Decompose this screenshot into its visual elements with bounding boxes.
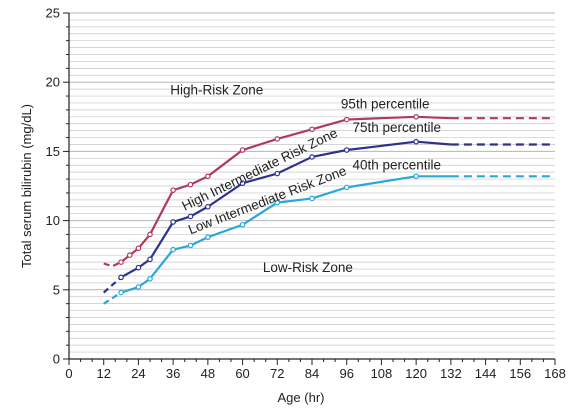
- data-point-p40: [309, 195, 315, 202]
- data-point-p40: [187, 242, 194, 249]
- x-tick-label: 132: [440, 366, 462, 381]
- data-point-p95: [309, 126, 315, 133]
- x-tick-label: 144: [475, 366, 497, 381]
- data-point-p40: [170, 246, 176, 253]
- tick-labels: 0 5 10 15 20 25 0 12 24 36 48 60 72 84 96 108 120 132 144 1…: [46, 6, 566, 382]
- x-tick-label: 96: [339, 366, 353, 381]
- data-point-p75: [239, 180, 246, 187]
- data-point-p95: [126, 252, 133, 259]
- data-point-p40: [274, 199, 281, 206]
- x-tick-label: 0: [65, 366, 72, 381]
- data-point-p40: [118, 289, 124, 296]
- data-point-p40: [239, 221, 246, 228]
- data-point-p75: [135, 264, 142, 271]
- axes: [63, 12, 556, 365]
- x-tick-label: 60: [235, 366, 249, 381]
- data-point-p95: [343, 116, 350, 123]
- data-point-p95: [135, 245, 142, 252]
- data-point-p95: [187, 181, 194, 188]
- x-tick-label: 48: [201, 366, 215, 381]
- series-layer: [102, 114, 555, 305]
- data-point-p75: [118, 274, 124, 281]
- data-point-p75: [343, 147, 350, 153]
- y-tick-label: 5: [53, 282, 60, 297]
- x-tick-label: 24: [131, 366, 145, 381]
- data-point-p95: [205, 173, 211, 180]
- x-axis-title: Age (hr): [278, 390, 325, 405]
- annotation-p40: 40th percentile: [353, 157, 442, 172]
- y-tick-label: 20: [46, 75, 60, 90]
- annotation-low-risk: Low-Risk Zone: [263, 260, 353, 275]
- data-point-p40: [343, 184, 350, 191]
- x-tick-label: 120: [405, 366, 427, 381]
- x-tick-label: 12: [96, 366, 110, 381]
- y-tick-label: 10: [46, 213, 60, 228]
- x-tick-label: 156: [509, 366, 531, 381]
- data-point-p75: [413, 138, 419, 145]
- annotation-p75: 75th percentile: [353, 120, 442, 135]
- data-point-p40: [147, 275, 153, 282]
- data-point-p40: [135, 284, 142, 290]
- data-point-p75: [147, 256, 153, 263]
- data-point-p75: [205, 203, 211, 210]
- data-point-p75: [170, 219, 176, 225]
- y-tick-label: 25: [46, 6, 60, 21]
- annotation-high-risk: High-Risk Zone: [170, 83, 263, 98]
- series-dashed-start-p95: [103, 261, 122, 268]
- annotation-p95: 95th percentile: [341, 96, 430, 111]
- series-dashed-start-p75: [102, 276, 122, 294]
- y-axis-title: Total serum bilirubin (mg/dL): [19, 104, 34, 268]
- data-point-p40: [205, 234, 211, 241]
- y-tick-label: 0: [53, 352, 60, 367]
- data-point-p95: [147, 231, 153, 238]
- x-tick-label: 72: [270, 366, 284, 381]
- x-tick-label: 168: [544, 366, 566, 381]
- x-tick-label: 108: [371, 366, 393, 381]
- data-point-p95: [413, 114, 419, 120]
- data-point-p95: [274, 136, 281, 142]
- data-point-p95: [239, 147, 246, 153]
- data-point-p95: [118, 259, 124, 265]
- data-point-p75: [309, 154, 315, 160]
- y-tick-label: 15: [46, 144, 60, 159]
- x-tick-label: 84: [305, 366, 319, 381]
- x-tick-label: 36: [166, 366, 180, 381]
- data-point-p75: [187, 213, 194, 220]
- data-point-p95: [170, 187, 176, 193]
- data-point-p75: [274, 170, 281, 177]
- data-point-p40: [413, 173, 419, 180]
- series-dashed-start-p40: [103, 291, 122, 305]
